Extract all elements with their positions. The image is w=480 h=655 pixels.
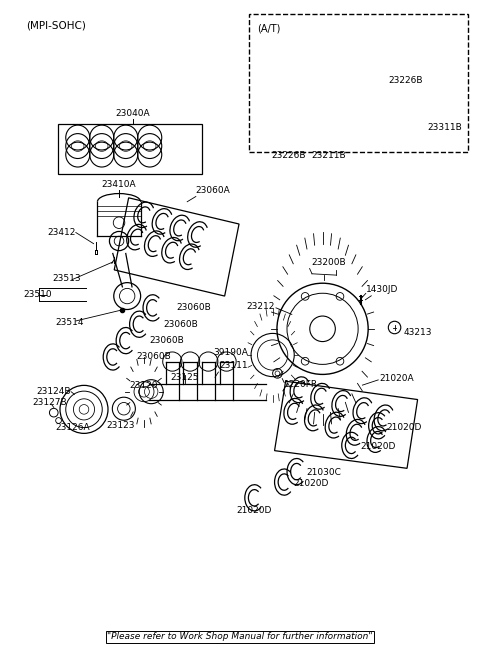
Text: 23060A: 23060A <box>196 186 230 195</box>
Text: 23200B: 23200B <box>311 258 346 267</box>
Text: 21020D: 21020D <box>360 442 396 451</box>
Text: 23226B: 23226B <box>388 76 423 85</box>
Text: (A/T): (A/T) <box>257 24 280 33</box>
Text: 23124B: 23124B <box>36 387 71 396</box>
Text: 39190A: 39190A <box>213 348 248 357</box>
Text: 1430JD: 1430JD <box>366 285 398 294</box>
Text: 23513: 23513 <box>53 274 82 283</box>
Text: 21020D: 21020D <box>237 506 272 515</box>
Text: 43213: 43213 <box>403 328 432 337</box>
Bar <box>58 124 202 174</box>
Bar <box>249 14 468 152</box>
Text: 23211B: 23211B <box>311 151 346 160</box>
Text: 21020D: 21020D <box>386 422 422 432</box>
Text: 23040A: 23040A <box>116 109 150 118</box>
Text: 23412: 23412 <box>48 228 76 237</box>
Text: 23514: 23514 <box>55 318 84 327</box>
Text: 23060B: 23060B <box>163 320 198 329</box>
Text: 23126A: 23126A <box>55 422 90 432</box>
Text: 21020D: 21020D <box>294 479 329 488</box>
Text: 23060B: 23060B <box>137 352 171 362</box>
Text: 23060B: 23060B <box>177 303 211 312</box>
Text: 21030C: 21030C <box>306 468 341 477</box>
Text: 23127B: 23127B <box>33 398 67 407</box>
Text: (MPI-SOHC): (MPI-SOHC) <box>26 21 86 31</box>
Text: 23226B: 23226B <box>271 151 306 160</box>
Text: 23410A: 23410A <box>102 179 136 189</box>
Text: 23060B: 23060B <box>150 336 184 345</box>
Text: 23123: 23123 <box>107 421 135 430</box>
Text: 23510: 23510 <box>23 290 52 299</box>
Text: "Please refer to Work Shop Manual for further information": "Please refer to Work Shop Manual for fu… <box>107 632 373 641</box>
Text: 23111: 23111 <box>220 361 249 370</box>
Text: 23311B: 23311B <box>427 122 462 132</box>
Text: 23212: 23212 <box>246 302 275 311</box>
Text: 23125: 23125 <box>170 373 199 383</box>
Text: 1220FR: 1220FR <box>284 380 318 389</box>
Text: 23120: 23120 <box>130 381 158 390</box>
Text: 21020A: 21020A <box>379 374 414 383</box>
